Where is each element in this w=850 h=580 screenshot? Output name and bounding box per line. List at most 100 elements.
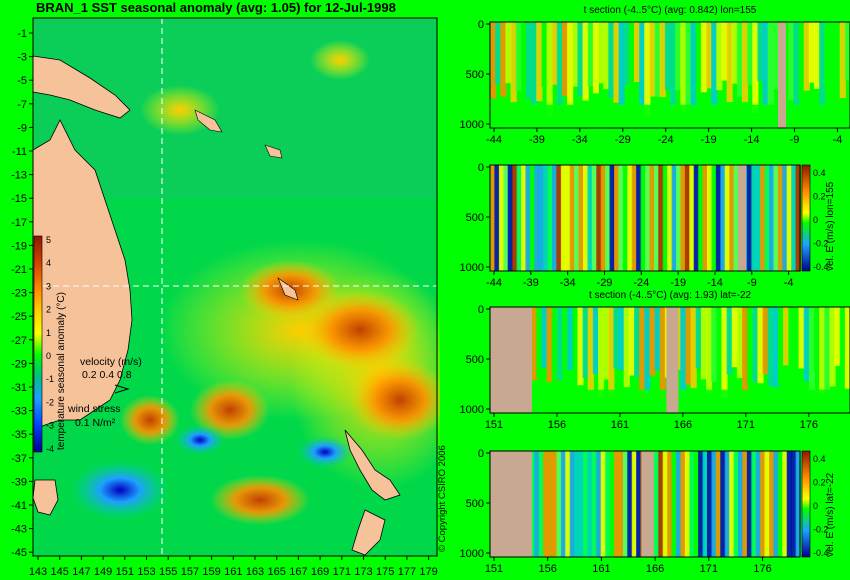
colorbar-label: temperature seasonal anomaly (°C) bbox=[56, 292, 67, 450]
lat-tick-label: -27 bbox=[11, 335, 27, 347]
lat-tick-label: -31 bbox=[11, 382, 27, 394]
section-x-tick: -19 bbox=[701, 134, 717, 146]
section-y-tick: 500 bbox=[466, 354, 484, 366]
colorbar-tick-label: -4 bbox=[46, 444, 54, 454]
lat-tick-label: -37 bbox=[11, 453, 27, 465]
section-x-tick: 166 bbox=[674, 419, 692, 431]
section-x-tick: 156 bbox=[539, 563, 557, 575]
latitude-axis: -1 -3 -5 -7 -9 -11 -13 -15 -17 -19 -21 -23 -25 -27 -29… bbox=[11, 28, 33, 559]
lat-tick-label: -15 bbox=[11, 193, 27, 205]
lon-tick-label: 167 bbox=[289, 566, 307, 578]
lat-tick-label: -9 bbox=[17, 122, 27, 134]
section-panel-2: 0 500 1000-44 -39 -34 -29 -24 -19 -14 -9 -4 0.4 0.2 0… bbox=[460, 162, 836, 289]
lat-tick-label: -1 bbox=[17, 28, 27, 40]
section-x-tick: -44 bbox=[486, 134, 502, 146]
sst-anomaly-map: -1-3-5-7-9-11-13-15-17-19-21-23-25-27-29… bbox=[11, 17, 440, 578]
lon-tick-label: 177 bbox=[398, 566, 416, 578]
section-x-tick: 161 bbox=[611, 419, 629, 431]
velocity-colorbar-tick: 0 bbox=[813, 501, 818, 511]
section-panel-3: t section (-4..5°C) (avg: 1.93) lat=-22 0… bbox=[460, 290, 850, 431]
lon-tick-label: 151 bbox=[116, 566, 134, 578]
lon-tick-label: 157 bbox=[181, 566, 199, 578]
lat-tick-label: -7 bbox=[17, 99, 27, 111]
section-x-tick: -24 bbox=[658, 134, 674, 146]
colorbar-tick-label: -2 bbox=[46, 397, 54, 407]
section-panel-1: t section (-4..5°C) (avg: 0.842) lon=155… bbox=[460, 5, 850, 146]
section-y-tick: 1000 bbox=[460, 404, 484, 416]
lon-tick-label: 145 bbox=[51, 566, 69, 578]
velocity-colorbar-tick: 0.2 bbox=[813, 478, 826, 488]
section-y-tick: 0 bbox=[478, 162, 484, 174]
lon-tick-label: 171 bbox=[333, 566, 351, 578]
section-x-tick: 176 bbox=[800, 419, 818, 431]
velocity-colorbar-tick: 0.4 bbox=[813, 454, 826, 464]
lon-tick-label: 173 bbox=[354, 566, 372, 578]
velocity-colorbar-tick: 0.2 bbox=[813, 192, 826, 202]
section-side-label: vel. E (m/s) lat=-22 bbox=[825, 472, 836, 557]
section-x-tick: -14 bbox=[744, 134, 760, 146]
velocity-colorbar-tick: 0 bbox=[813, 215, 818, 225]
colorbar-tick-label: 3 bbox=[46, 281, 51, 291]
section-x-tick: -14 bbox=[707, 277, 723, 289]
section-x-tick: -4 bbox=[833, 134, 843, 146]
section-y-tick: 0 bbox=[478, 304, 484, 316]
colorbar-tick-label: 0 bbox=[46, 351, 51, 361]
lat-tick-label: -25 bbox=[11, 311, 27, 323]
section-x-tick: -4 bbox=[784, 277, 794, 289]
lat-tick-label: -35 bbox=[11, 429, 27, 441]
australia-landmass bbox=[32, 119, 133, 431]
section-panels: t section (-4..5°C) (avg: 0.842) lon=155… bbox=[460, 5, 850, 575]
lon-tick-label: 147 bbox=[72, 566, 90, 578]
lat-tick-label: -5 bbox=[17, 75, 27, 87]
section-y-tick: 500 bbox=[466, 212, 484, 224]
section-y-tick: 500 bbox=[466, 69, 484, 81]
lon-tick-label: 165 bbox=[268, 566, 286, 578]
lat-tick-label: -29 bbox=[11, 358, 27, 370]
section-x-tick: 166 bbox=[646, 563, 664, 575]
lat-tick-label: -45 bbox=[11, 547, 27, 559]
section-x-tick: -19 bbox=[670, 277, 686, 289]
lon-tick-label: 149 bbox=[94, 566, 112, 578]
lon-tick-label: 159 bbox=[202, 566, 220, 578]
lat-tick-label: -41 bbox=[11, 500, 27, 512]
new-zealand-north-island bbox=[344, 429, 401, 501]
section-x-tick: -39 bbox=[523, 277, 539, 289]
lat-tick-label: -23 bbox=[11, 288, 27, 300]
section-x-tick: -24 bbox=[633, 277, 649, 289]
velocity-colorbar-tick: -0.4 bbox=[813, 548, 829, 558]
section-y-tick: 500 bbox=[466, 498, 484, 510]
velocity-legend-title: velocity (m/s) bbox=[80, 356, 142, 368]
section-side-label: vel. E (m/s) lon=155 bbox=[825, 181, 836, 271]
section-y-tick: 0 bbox=[478, 448, 484, 460]
lat-tick-label: -17 bbox=[11, 217, 27, 229]
velocity-colorbar-tick: -0.2 bbox=[813, 525, 829, 535]
lat-tick-label: -3 bbox=[17, 52, 27, 64]
section-x-tick: -39 bbox=[529, 134, 545, 146]
colorbar-ticks: 5 4 3 2 1 0 -1 -2 -3 -4 bbox=[46, 235, 54, 454]
section-title: t section (-4..5°C) (avg: 1.93) lat=-22 bbox=[589, 290, 752, 301]
lat-tick-label: -39 bbox=[11, 476, 27, 488]
lat-tick-label: -13 bbox=[11, 170, 27, 182]
section-y-tick: 1000 bbox=[460, 548, 484, 560]
new-zealand-south-island bbox=[351, 509, 386, 556]
lon-tick-label: 179 bbox=[419, 566, 437, 578]
section-x-tick: 161 bbox=[592, 563, 610, 575]
lon-tick-label: 169 bbox=[311, 566, 329, 578]
section-y-tick: 1000 bbox=[460, 119, 484, 131]
new-guinea-landmass bbox=[32, 55, 131, 119]
section-y-tick: 1000 bbox=[460, 262, 484, 274]
colorbar-tick-label: -1 bbox=[46, 374, 54, 384]
colorbar-tick-label: -3 bbox=[46, 421, 54, 431]
section-x-tick: 151 bbox=[485, 419, 503, 431]
velocity-legend-scale: 0.2 0.4 0.8 bbox=[82, 369, 132, 381]
section-x-tick: -29 bbox=[597, 277, 613, 289]
velocity-arrow-icon bbox=[114, 384, 130, 394]
velocity-colorbar-tick: -0.4 bbox=[813, 262, 829, 272]
section-y-tick: 0 bbox=[478, 19, 484, 31]
section-x-tick: -29 bbox=[615, 134, 631, 146]
section-x-tick: -34 bbox=[572, 134, 588, 146]
longitude-axis: 143 145 147 149 151 153 155 157 159 161 163 165 167 1… bbox=[29, 556, 438, 578]
velocity-colorbar bbox=[801, 164, 811, 272]
lon-tick-label: 161 bbox=[224, 566, 242, 578]
